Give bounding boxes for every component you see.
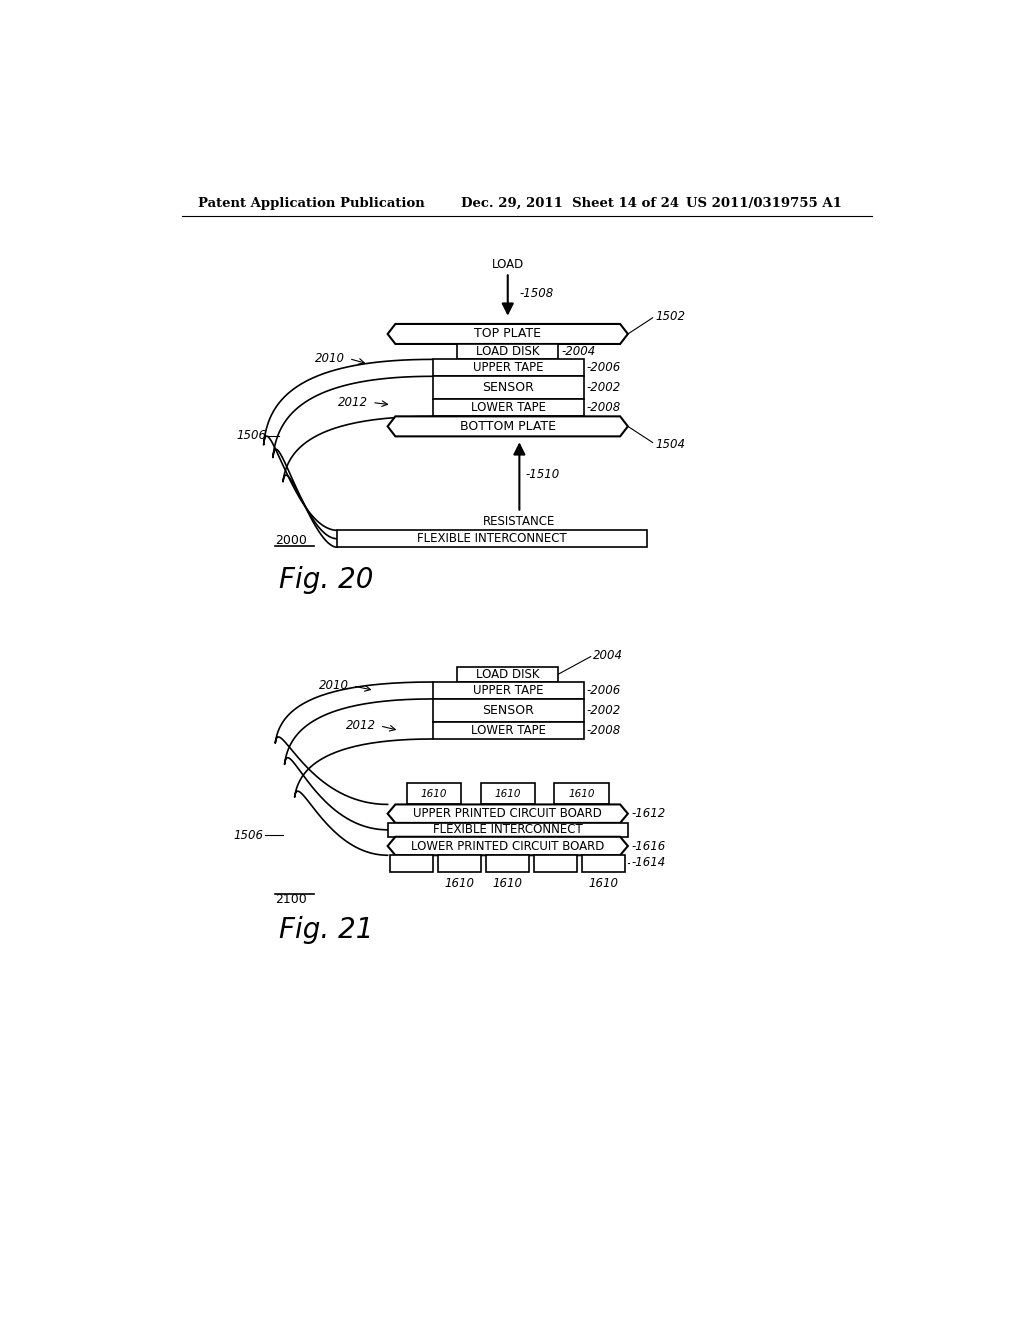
Text: UPPER TAPE: UPPER TAPE bbox=[473, 362, 544, 375]
Bar bbox=[388, 822, 628, 837]
Text: BOTTOM PLATE: BOTTOM PLATE bbox=[460, 420, 556, 433]
Text: -2008: -2008 bbox=[587, 723, 621, 737]
Bar bbox=[432, 376, 584, 400]
Polygon shape bbox=[388, 804, 628, 822]
Bar bbox=[535, 855, 577, 873]
Bar bbox=[432, 400, 584, 416]
Text: FLEXIBLE INTERCONNECT: FLEXIBLE INTERCONNECT bbox=[418, 532, 567, 545]
Text: UPPER TAPE: UPPER TAPE bbox=[473, 684, 544, 697]
Text: 2012: 2012 bbox=[346, 719, 376, 733]
Polygon shape bbox=[388, 837, 628, 855]
Text: 2004: 2004 bbox=[593, 648, 623, 661]
Bar bbox=[432, 700, 584, 722]
Text: 1610: 1610 bbox=[495, 788, 521, 799]
Text: -2008: -2008 bbox=[587, 401, 621, 414]
Bar bbox=[486, 855, 528, 873]
Text: LOWER PRINTED CIRCUIT BOARD: LOWER PRINTED CIRCUIT BOARD bbox=[411, 840, 604, 853]
Bar bbox=[432, 359, 584, 376]
Bar bbox=[337, 531, 647, 548]
Text: UPPER PRINTED CIRCUIT BOARD: UPPER PRINTED CIRCUIT BOARD bbox=[414, 807, 602, 820]
Text: 1502: 1502 bbox=[655, 310, 685, 323]
Text: Fig. 20: Fig. 20 bbox=[280, 566, 374, 594]
Bar bbox=[407, 783, 461, 804]
Text: 2100: 2100 bbox=[275, 892, 307, 906]
Text: 2010: 2010 bbox=[315, 352, 345, 366]
Bar bbox=[458, 667, 558, 682]
Text: LOWER TAPE: LOWER TAPE bbox=[471, 723, 546, 737]
Polygon shape bbox=[388, 416, 628, 437]
Text: SENSOR: SENSOR bbox=[482, 704, 535, 717]
Text: LOAD: LOAD bbox=[492, 259, 524, 271]
Text: RESISTANCE: RESISTANCE bbox=[483, 515, 556, 528]
Text: TOP PLATE: TOP PLATE bbox=[474, 327, 542, 341]
Text: -1614: -1614 bbox=[631, 857, 666, 870]
Text: SENSOR: SENSOR bbox=[482, 381, 535, 395]
Text: Fig. 21: Fig. 21 bbox=[280, 916, 374, 944]
Text: -2006: -2006 bbox=[587, 362, 621, 375]
Text: 1506: 1506 bbox=[233, 829, 263, 842]
Text: -1510: -1510 bbox=[525, 467, 560, 480]
Bar bbox=[554, 783, 608, 804]
Text: -2002: -2002 bbox=[587, 704, 621, 717]
Text: -1508: -1508 bbox=[519, 286, 554, 300]
Text: 1506: 1506 bbox=[236, 429, 266, 442]
Text: 2010: 2010 bbox=[318, 680, 349, 693]
Text: Patent Application Publication: Patent Application Publication bbox=[198, 197, 425, 210]
Text: FLEXIBLE INTERCONNECT: FLEXIBLE INTERCONNECT bbox=[433, 824, 583, 837]
Text: 2000: 2000 bbox=[275, 533, 307, 546]
Bar bbox=[390, 855, 432, 873]
Bar bbox=[438, 855, 480, 873]
Text: LOAD DISK: LOAD DISK bbox=[476, 345, 540, 358]
Bar bbox=[480, 783, 535, 804]
Bar bbox=[583, 855, 625, 873]
Text: -1616: -1616 bbox=[631, 840, 666, 853]
Text: 1610: 1610 bbox=[568, 788, 595, 799]
Text: -2004: -2004 bbox=[561, 345, 596, 358]
Text: 1504: 1504 bbox=[655, 437, 685, 450]
Text: 1610: 1610 bbox=[444, 878, 475, 890]
Polygon shape bbox=[388, 323, 628, 345]
Text: LOAD DISK: LOAD DISK bbox=[476, 668, 540, 681]
Text: US 2011/0319755 A1: US 2011/0319755 A1 bbox=[686, 197, 842, 210]
Text: -1612: -1612 bbox=[631, 807, 666, 820]
Bar bbox=[458, 345, 558, 359]
Text: -2002: -2002 bbox=[587, 381, 621, 395]
Text: -2006: -2006 bbox=[587, 684, 621, 697]
Text: LOWER TAPE: LOWER TAPE bbox=[471, 401, 546, 414]
Text: Dec. 29, 2011  Sheet 14 of 24: Dec. 29, 2011 Sheet 14 of 24 bbox=[461, 197, 679, 210]
Text: 1610: 1610 bbox=[589, 878, 618, 890]
Text: 1610: 1610 bbox=[493, 878, 522, 890]
Bar bbox=[432, 682, 584, 700]
Bar bbox=[432, 722, 584, 739]
Text: 2012: 2012 bbox=[338, 396, 369, 409]
Text: 1610: 1610 bbox=[421, 788, 447, 799]
